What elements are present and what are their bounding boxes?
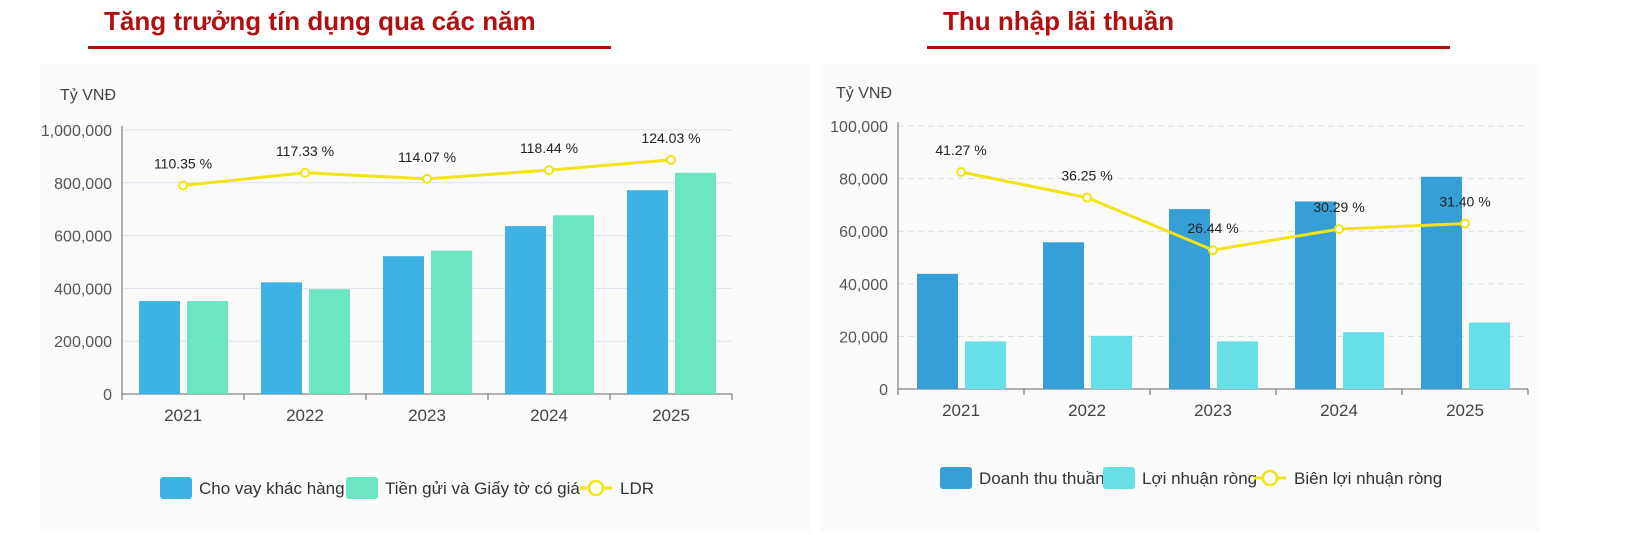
legend-item: Biên lợi nhuận ròng	[1254, 469, 1442, 488]
line-point	[300, 167, 310, 178]
chart-title: Thu nhập lãi thuần	[943, 6, 1175, 36]
y-unit-label: Tỷ VNĐ	[836, 85, 892, 102]
y-unit-label: Tỷ VNĐ	[60, 87, 116, 104]
line-point	[1334, 224, 1344, 235]
legend-label: Biên lợi nhuận ròng	[1294, 469, 1442, 488]
data-label: 26.44 %	[1187, 220, 1238, 236]
x-tick-label: 2024	[1320, 401, 1358, 420]
bar	[627, 190, 668, 394]
chart-net-interest-income: Tỷ VNĐ 0 20,000 40,000 60,000 80,000 100,000 20…	[830, 85, 1529, 489]
y-tick-label: 40,000	[839, 277, 888, 294]
line-series	[960, 170, 1466, 252]
chart-credit-growth: Tỷ VNĐ 0 200,000 400,000 600,000 800,000 1,000…	[41, 87, 733, 499]
bar	[1343, 332, 1384, 389]
line-point	[1082, 192, 1092, 203]
line-point	[1460, 218, 1470, 229]
legend-swatch	[160, 477, 192, 499]
y-tick-label: 800,000	[54, 176, 112, 193]
legend-label: Cho vay khác hàng	[199, 479, 345, 498]
y-tick-label: 1,000,000	[41, 123, 112, 140]
bar	[187, 301, 228, 394]
bar	[309, 289, 350, 394]
legend-item: Lợi nhuận ròng	[1103, 467, 1257, 489]
bar	[675, 172, 716, 394]
y-tick-label: 200,000	[54, 334, 112, 351]
bar	[1421, 176, 1462, 389]
data-label: 110.35 %	[154, 155, 212, 171]
line-point	[544, 165, 554, 176]
bar	[1043, 242, 1084, 389]
data-label: 124.03 %	[641, 130, 700, 146]
y-tick-label: 0	[103, 387, 112, 404]
legend-marker	[1261, 469, 1279, 487]
legend-label: Tiền gửi và Giấy tờ có giá	[385, 479, 580, 498]
data-label: 30.29 %	[1313, 199, 1364, 215]
x-tick-label: 2024	[530, 406, 568, 425]
bar	[1091, 335, 1132, 389]
y-tick-label: 400,000	[54, 281, 112, 298]
y-tick-label: 20,000	[839, 329, 888, 346]
x-tick-label: 2022	[1068, 401, 1106, 420]
legend-item: LDR	[580, 479, 654, 498]
y-tick-label: 60,000	[839, 224, 888, 241]
data-label: 117.33 %	[276, 143, 334, 159]
line-point	[178, 180, 188, 191]
chart-panel-income: Thu nhập lãi thuần Tỷ VNĐ 0 20,000 40,000 60…	[820, 0, 1647, 535]
y-tick-label: 600,000	[54, 229, 112, 246]
x-tick-label: 2025	[652, 406, 690, 425]
legend-marker	[587, 479, 605, 497]
data-label: 114.07 %	[398, 149, 456, 165]
data-label: 41.27 %	[935, 142, 986, 158]
y-tick-label: 0	[879, 382, 888, 399]
x-tick-label: 2025	[1446, 401, 1484, 420]
title-underline	[88, 46, 611, 49]
chart-panel-credit: Tăng trưởng tín dụng qua các năm Tỷ VNĐ 0…	[0, 0, 820, 535]
legend-item: Doanh thu thuần	[940, 467, 1105, 489]
bar	[917, 273, 958, 389]
y-tick-label: 80,000	[839, 172, 888, 189]
legend-swatch	[940, 467, 972, 489]
bar	[553, 215, 594, 394]
line-point	[666, 154, 676, 165]
y-tick-label: 100,000	[830, 119, 888, 136]
bar	[431, 250, 472, 394]
bar	[1217, 341, 1258, 389]
bar	[261, 282, 302, 394]
bar	[139, 301, 180, 394]
title-underline	[927, 46, 1450, 49]
line-point	[956, 167, 966, 178]
line-point	[1208, 245, 1218, 256]
bar	[965, 341, 1006, 389]
chart-title: Tăng trưởng tín dụng qua các năm	[104, 6, 536, 36]
x-tick-label: 2023	[408, 406, 446, 425]
x-tick-label: 2022	[286, 406, 324, 425]
data-label: 118.44 %	[520, 140, 578, 156]
x-tick-label: 2023	[1194, 401, 1232, 420]
bar	[1469, 322, 1510, 389]
legend-item: Cho vay khác hàng	[160, 477, 345, 499]
data-label: 36.25 %	[1061, 168, 1112, 184]
x-tick-label: 2021	[164, 406, 202, 425]
x-tick-label: 2021	[942, 401, 980, 420]
line-point	[422, 173, 432, 184]
data-label: 31.40 %	[1439, 194, 1490, 210]
bar	[383, 256, 424, 394]
legend-label: Doanh thu thuần	[979, 469, 1105, 488]
legend-item: Tiền gửi và Giấy tờ có giá	[346, 477, 580, 499]
legend-swatch	[346, 477, 378, 499]
bar	[505, 226, 546, 394]
legend-label: Lợi nhuận ròng	[1142, 469, 1257, 488]
legend-label: LDR	[620, 479, 654, 498]
legend-swatch	[1103, 467, 1135, 489]
